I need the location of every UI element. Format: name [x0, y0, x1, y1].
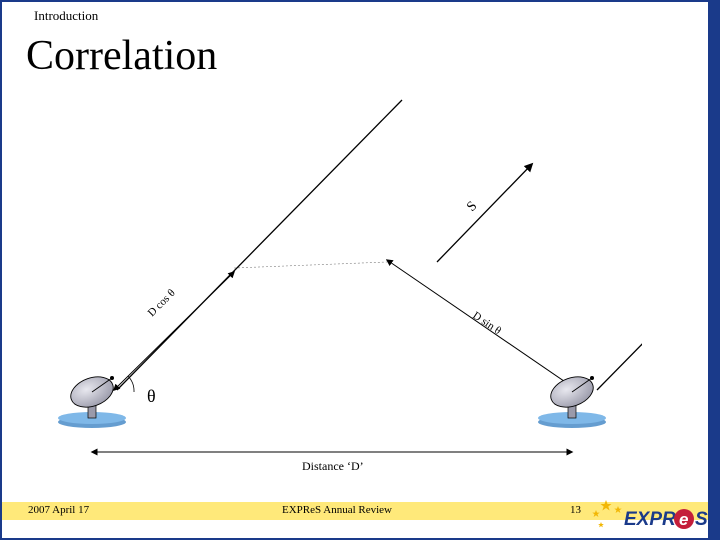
- label-dsin: D sin θ: [470, 310, 503, 338]
- footer-date: 2007 April 17: [28, 504, 89, 516]
- ray-right: [597, 222, 642, 390]
- section-label: Introduction: [34, 8, 98, 24]
- wavefront: [234, 262, 387, 268]
- label-distance: Distance ‘D’: [302, 459, 364, 473]
- antenna-right: [538, 371, 606, 428]
- logo-text-tail: S: [695, 509, 708, 530]
- label-theta: θ: [147, 386, 156, 406]
- expres-logo: EXPR e S: [588, 492, 708, 540]
- page-title: Correlation: [26, 32, 217, 80]
- ray-left: [117, 100, 402, 390]
- d-cos-theta: [114, 272, 234, 390]
- slide-number: 13: [570, 504, 581, 516]
- logo-text-main: EXPR: [624, 509, 676, 530]
- footer-center: EXPReS Annual Review: [282, 504, 392, 516]
- label-s: S: [464, 199, 480, 215]
- label-dcos: D cos θ: [146, 287, 178, 319]
- correlation-diagram: S D cos θ D sin θ θ Distance ‘D’: [42, 92, 642, 492]
- antenna-left: [58, 371, 126, 428]
- logo-stars: [592, 500, 621, 527]
- s-vector: [437, 164, 532, 262]
- logo-e: e: [679, 510, 688, 529]
